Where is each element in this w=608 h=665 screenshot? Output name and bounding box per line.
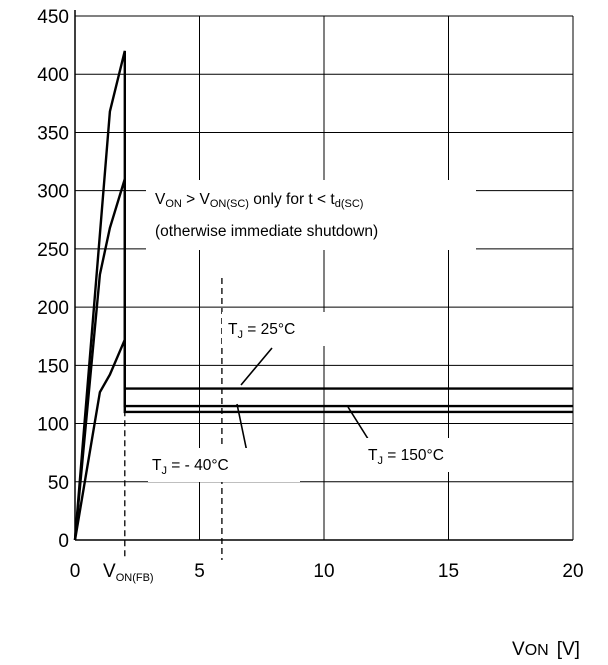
x-tick-labels: 0 5 10 15 20 (70, 561, 584, 582)
tj150-main: T (368, 447, 378, 464)
y-tick-label: 450 (37, 7, 69, 28)
tj25-label: TJ = 25°C (228, 321, 295, 341)
tj25-val: = 25°C (243, 321, 295, 338)
tj150-label-box (363, 438, 483, 472)
short-circuit-note-line2: (otherwise immediate shutdown) (155, 223, 378, 240)
x-axis-label-sub: ON (525, 642, 549, 659)
tj25-label-box (222, 312, 330, 346)
tj150-label: TJ = 150°C (368, 447, 444, 467)
leader-tj25 (240, 347, 273, 386)
x-axis-label-main: V (512, 639, 525, 660)
tjm40-label-box (148, 448, 300, 482)
y-tick-label: 100 (37, 415, 69, 436)
y-tick-label: 350 (37, 123, 69, 144)
short-circuit-note-box (146, 180, 476, 250)
y-tick-label: 50 (48, 473, 69, 494)
tjm40-sub: J (161, 465, 167, 477)
tjm40-val: = - 40°C (167, 457, 229, 474)
y-tick-label: 0 (58, 531, 69, 552)
sc-l1-a-sub: ON (165, 198, 182, 210)
y-tick-labels: 0 50 100 150 200 250 300 350 400 450 (37, 7, 69, 552)
x-axis-label: VON [V] (512, 639, 580, 660)
sc-l1-a: V (155, 191, 166, 208)
y-tick-label: 200 (37, 298, 69, 319)
tj25-sub: J (237, 329, 243, 341)
series-line-tj-25 (73, 50, 573, 541)
x-tick-label: 10 (313, 561, 334, 582)
tj150-val: = 150°C (383, 447, 444, 464)
short-circuit-note-line1: VON > VON(SC) only for t < td(SC) (155, 191, 363, 210)
von-fb-label: VON(FB) (103, 561, 154, 584)
series-line-tj-150 (73, 339, 573, 541)
tj25-main: T (228, 321, 238, 338)
von-fb-sub: ON(FB) (116, 572, 154, 584)
x-tick-label: 20 (562, 561, 583, 582)
leader-lines (236, 347, 371, 453)
sc-l1-c: only for t < t (249, 191, 335, 208)
x-tick-label: 15 (438, 561, 459, 582)
leader-tj150 (347, 406, 371, 443)
x-tick-label: 5 (194, 561, 205, 582)
reference-lines (124, 278, 223, 560)
y-tick-label: 400 (37, 65, 69, 86)
sc-l1-b: > V (182, 191, 211, 208)
tjm40-main: T (152, 457, 162, 474)
x-axis-label-unit: [V] (557, 639, 580, 660)
tjm40-label: TJ = - 40°C (152, 457, 229, 477)
sc-l1-c-sub: d(SC) (335, 198, 364, 210)
von-fb-main: V (103, 561, 116, 582)
leader-tjm40 (236, 403, 248, 453)
y-tick-label: 250 (37, 240, 69, 261)
tj150-sub: J (377, 455, 383, 467)
series-line-tj-m40 (73, 178, 573, 541)
y-tick-label: 150 (37, 356, 69, 377)
y-tick-label: 300 (37, 182, 69, 203)
x-tick-label: 0 (70, 561, 81, 582)
sc-l1-b-sub: ON(SC) (210, 198, 249, 210)
series-lines (73, 50, 573, 541)
